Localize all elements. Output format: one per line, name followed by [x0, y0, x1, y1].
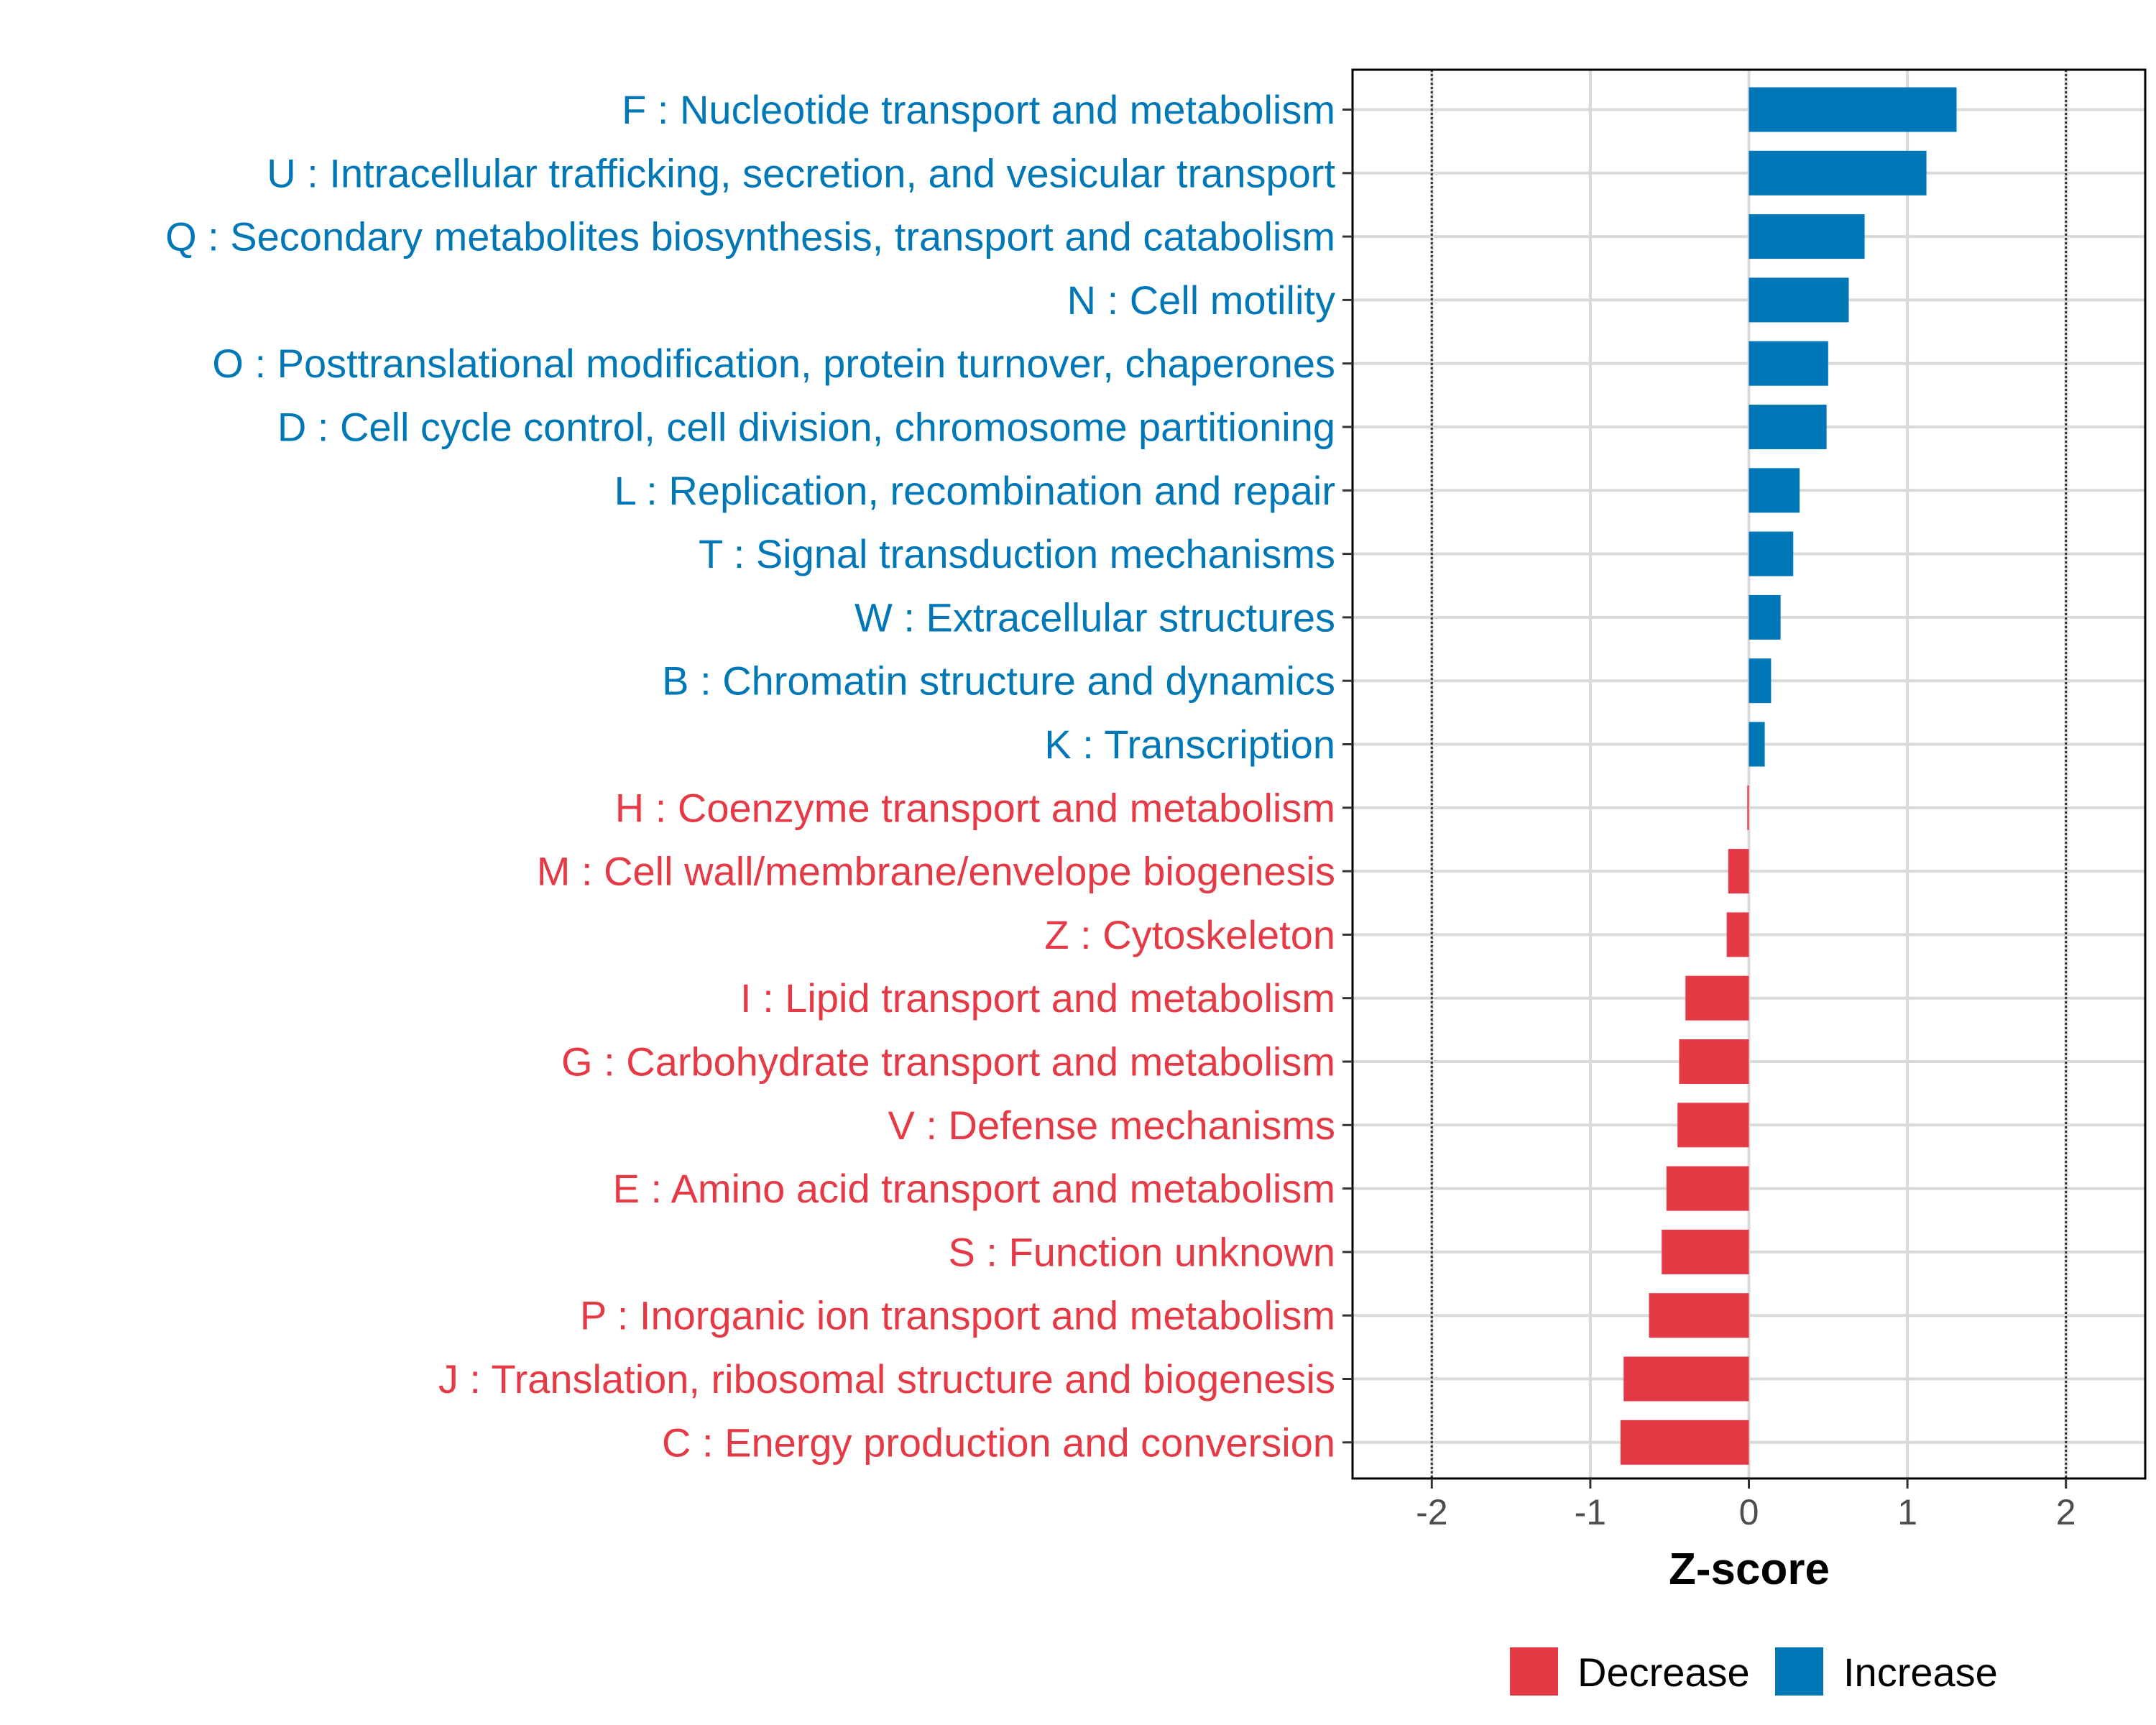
legend-label-increase: Increase	[1843, 1650, 1998, 1695]
legend-swatch-decrease	[1510, 1647, 1558, 1696]
category-label: V : Defense mechanisms	[888, 1103, 1335, 1148]
bar-increase	[1749, 405, 1827, 449]
bar-decrease	[1726, 912, 1749, 957]
x-tick-label: 2	[2056, 1492, 2076, 1532]
legend-swatch-increase	[1775, 1647, 1823, 1696]
category-label: F : Nucleotide transport and metabolism	[622, 87, 1335, 132]
category-label: H : Coenzyme transport and metabolism	[615, 785, 1335, 830]
category-label: U : Intracellular trafficking, secretion…	[267, 150, 1335, 196]
bar-increase	[1749, 87, 1957, 132]
x-tick-label: -2	[1416, 1492, 1447, 1532]
bar-decrease	[1728, 849, 1749, 894]
category-label: O : Posttranslational modification, prot…	[212, 341, 1335, 386]
category-label: M : Cell wall/membrane/envelope biogenes…	[537, 849, 1335, 894]
category-label: D : Cell cycle control, cell division, c…	[277, 405, 1335, 450]
legend: Decrease Increase	[1510, 1647, 1998, 1696]
category-label: W : Extracellular structures	[854, 594, 1335, 640]
bar-decrease	[1662, 1229, 1749, 1274]
category-label: N : Cell motility	[1067, 277, 1335, 323]
category-label: P : Inorganic ion transport and metaboli…	[580, 1293, 1335, 1338]
category-label: C : Energy production and conversion	[662, 1420, 1335, 1465]
bar-increase	[1749, 277, 1849, 323]
bar-decrease	[1620, 1420, 1749, 1465]
category-label: K : Transcription	[1044, 722, 1335, 767]
bar-increase	[1749, 658, 1772, 704]
y-axis-labels: F : Nucleotide transport and metabolism U…	[165, 87, 1335, 1465]
bar-increase	[1749, 214, 1865, 259]
category-label: Q : Secondary metabolites biosynthesis, …	[165, 214, 1335, 259]
category-label: E : Amino acid transport and metabolism	[613, 1166, 1335, 1211]
bar-decrease	[1666, 1166, 1749, 1211]
x-axis-labels: -2 -1 0 1 2	[1416, 1492, 2076, 1532]
x-tick-label: 1	[1897, 1492, 1917, 1532]
bar-decrease	[1623, 1356, 1749, 1402]
y-axis-ticks	[1342, 109, 1353, 1444]
bars	[1620, 87, 1957, 1465]
bar-decrease	[1747, 785, 1749, 830]
legend-label-decrease: Decrease	[1577, 1650, 1750, 1695]
category-label: T : Signal transduction mechanisms	[699, 531, 1335, 576]
bar-decrease	[1679, 1039, 1749, 1084]
bar-decrease	[1685, 975, 1749, 1021]
category-label: J : Translation, ribosomal structure and…	[438, 1356, 1335, 1402]
category-label: I : Lipid transport and metabolism	[740, 975, 1335, 1021]
bar-increase	[1749, 341, 1828, 386]
category-label: Z : Cytoskeleton	[1044, 912, 1335, 957]
bar-increase	[1749, 722, 1765, 767]
reference-lines	[1430, 70, 2068, 1478]
category-label: S : Function unknown	[948, 1229, 1335, 1274]
bar-decrease	[1677, 1103, 1749, 1148]
bar-increase	[1749, 150, 1927, 196]
x-axis-ticks	[1430, 1478, 2068, 1489]
x-tick-label: 0	[1739, 1492, 1759, 1532]
x-tick-label: -1	[1575, 1492, 1606, 1532]
category-label: L : Replication, recombination and repai…	[614, 468, 1335, 513]
x-axis-title: Z-score	[1669, 1545, 1830, 1594]
bar-increase	[1749, 594, 1781, 640]
bar-increase	[1749, 468, 1800, 513]
bar-decrease	[1649, 1293, 1749, 1338]
bar-increase	[1749, 531, 1794, 576]
category-label: G : Carbohydrate transport and metabolis…	[561, 1039, 1335, 1085]
category-label: B : Chromatin structure and dynamics	[662, 658, 1335, 704]
